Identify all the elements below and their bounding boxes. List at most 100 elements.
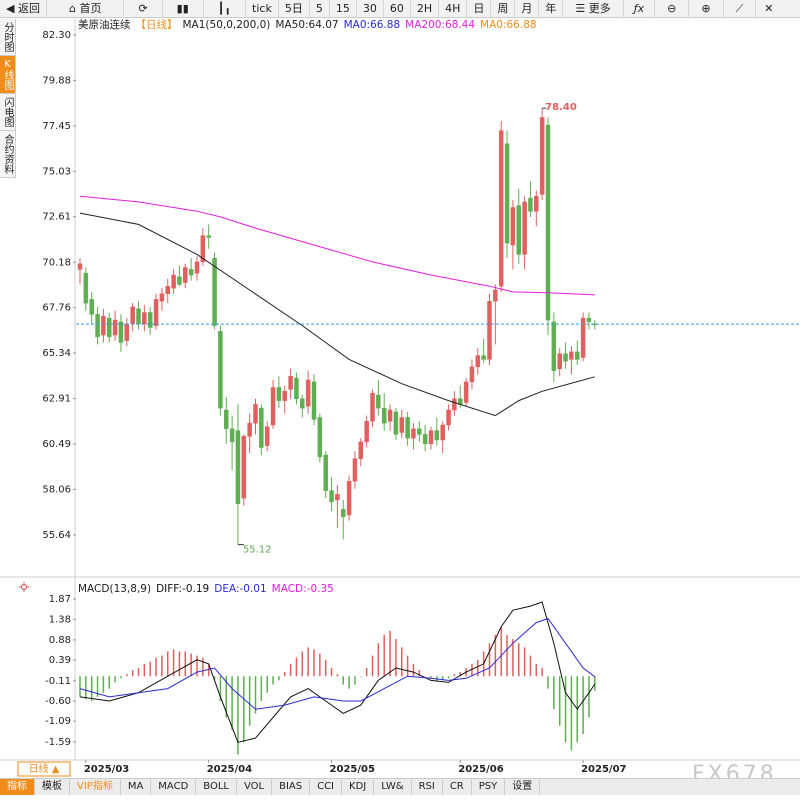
period-button[interactable]: 月 xyxy=(515,0,540,18)
macd-bar xyxy=(96,676,99,697)
period-button[interactable]: 2H xyxy=(411,0,440,18)
indicator-tab[interactable]: 设置 xyxy=(505,779,541,795)
macd-bar xyxy=(570,676,573,751)
macd-bar xyxy=(313,649,315,677)
macd-bar xyxy=(102,676,105,693)
indicator-tab[interactable]: CR xyxy=(443,779,472,795)
macd-bar xyxy=(477,659,479,677)
indicator-tab[interactable]: BIAS xyxy=(272,779,311,795)
indicator-tab[interactable]: BOLL xyxy=(196,779,237,795)
candle-body xyxy=(124,323,130,341)
macd-bar xyxy=(126,674,128,677)
indicator-tab[interactable]: RSI xyxy=(412,779,443,795)
period-button[interactable]: 5 xyxy=(310,0,330,18)
macd-bar xyxy=(395,639,397,677)
close-icon[interactable]: ✕ xyxy=(764,1,774,15)
macd-bar xyxy=(225,676,227,718)
candle-body xyxy=(107,317,112,338)
macd-bar xyxy=(155,657,157,677)
fx-icon[interactable]: ƒx xyxy=(624,0,656,18)
indicator-tab[interactable]: MA xyxy=(121,779,152,795)
indicator-sun-icon[interactable] xyxy=(19,582,29,592)
back-label: 返回 xyxy=(17,1,40,15)
candle-body xyxy=(317,417,323,458)
indicator-tab[interactable]: MACD xyxy=(151,779,197,795)
candle-body xyxy=(206,235,211,238)
candle-body xyxy=(159,293,165,302)
period-button[interactable]: 日 xyxy=(467,0,492,18)
macd-bar xyxy=(500,626,502,677)
candle-body xyxy=(522,201,527,255)
more-button[interactable]: ☰ 更多 xyxy=(563,0,624,18)
candle-body xyxy=(118,321,124,343)
y-tick-label: 77.45 xyxy=(42,121,71,132)
indicator-tab[interactable]: 指标 xyxy=(0,779,35,795)
candle-body xyxy=(300,398,305,409)
candle-body xyxy=(165,286,170,294)
candle-body xyxy=(247,422,252,437)
candle-body xyxy=(417,428,422,435)
sidebar-tab[interactable]: 合约资料 xyxy=(0,131,15,178)
period-button[interactable]: 30 xyxy=(357,0,384,18)
candle-body xyxy=(387,409,393,422)
home-button[interactable]: ⌂ 首页 xyxy=(47,0,125,18)
period-button[interactable]: 4H xyxy=(439,0,468,18)
indicator-tab[interactable]: CCI xyxy=(310,779,343,795)
macd-bar xyxy=(143,663,146,677)
y-tick-label: 1.38 xyxy=(49,614,71,625)
period-button[interactable]: 15 xyxy=(330,0,357,18)
zoom-in-icon[interactable]: ⊕ xyxy=(689,0,724,18)
macd-bar xyxy=(412,663,415,677)
y-tick-label: 65.34 xyxy=(42,348,71,359)
indicator-tab[interactable]: KDJ xyxy=(342,779,375,795)
indicator-tab[interactable]: VIP指标 xyxy=(70,779,121,795)
sidebar-tab[interactable]: 分时图 xyxy=(0,19,15,56)
period-selector[interactable]: 日线 ▲ xyxy=(29,762,60,775)
period-button[interactable]: 年 xyxy=(539,0,564,18)
candle-icon[interactable]: ┃╻ xyxy=(204,0,247,18)
refresh-icon[interactable]: ⟳ xyxy=(124,0,163,18)
period-button[interactable]: 60 xyxy=(384,0,411,18)
macd-bar xyxy=(161,655,163,677)
macd-bar xyxy=(564,676,567,743)
y-tick-label: 1.87 xyxy=(49,594,71,605)
legend-entry: DEA:-0.01 xyxy=(214,583,266,595)
toolbar: ◀ 返回 ⌂ 首页 ⟳ ▮▮ ┃╻ tick 5日 5 15 30 60 2H 4H 日周月年 … xyxy=(0,0,800,18)
indicator-tab[interactable]: PSY xyxy=(472,779,506,795)
period-button[interactable]: 周 xyxy=(491,0,516,18)
x-tick-label: 2025/05 xyxy=(330,764,375,775)
macd-bar xyxy=(447,676,450,679)
candle-body xyxy=(153,299,159,326)
sidebar-tab[interactable]: 闪电图 xyxy=(0,94,15,131)
macd-bar xyxy=(594,676,596,691)
macd-bar xyxy=(494,634,497,677)
sidebar-tab[interactable]: K线图 xyxy=(0,56,15,94)
x-tick-label: 2025/06 xyxy=(458,764,503,775)
indicator-tab[interactable]: LW& xyxy=(374,779,412,795)
macd-bar xyxy=(354,676,356,685)
macd-bar xyxy=(588,676,590,718)
candle-body xyxy=(177,276,182,285)
y-tick-label: -1.09 xyxy=(45,716,71,727)
candle-body xyxy=(516,205,521,255)
bars-icon[interactable]: ▮▮ xyxy=(163,0,204,18)
indicator-line xyxy=(79,617,596,710)
period-button[interactable]: tick xyxy=(246,0,279,18)
macd-bar xyxy=(131,670,134,677)
period-button[interactable]: 5日 xyxy=(279,0,310,18)
back-button[interactable]: ◀ 返回 xyxy=(0,0,47,18)
candle-body xyxy=(264,426,270,446)
indicator-tab[interactable]: 模板 xyxy=(35,779,70,795)
period-label: 【日线】 xyxy=(136,18,178,31)
candle-body xyxy=(276,387,282,401)
zoom-out-icon[interactable]: ⊖ xyxy=(655,0,690,18)
indicator-tab[interactable]: VOL xyxy=(237,779,273,795)
draw-icon[interactable]: ⟋ xyxy=(724,0,757,18)
candle-body xyxy=(200,235,206,263)
high-label: 78.40 xyxy=(545,102,577,113)
candle-body xyxy=(539,117,545,195)
period-box[interactable] xyxy=(17,761,71,777)
macd-bar xyxy=(488,643,491,677)
candle-body xyxy=(370,392,375,422)
macd-bar xyxy=(418,670,421,677)
